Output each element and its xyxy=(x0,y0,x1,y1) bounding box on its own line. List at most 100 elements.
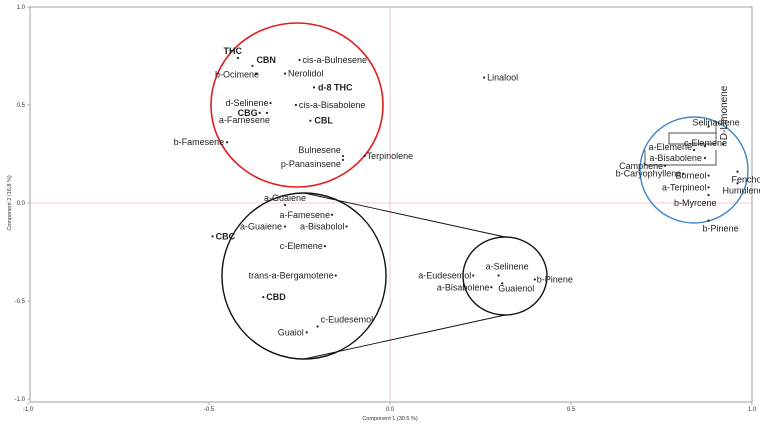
main-point xyxy=(721,143,725,146)
main-point xyxy=(703,145,707,148)
zoom-connector-top xyxy=(303,192,506,238)
main-point xyxy=(341,154,345,158)
zoom-connector-bottom xyxy=(303,314,506,360)
main-label: CBN xyxy=(256,55,276,65)
zoom-right-label: a-Bisabolene xyxy=(437,282,490,292)
main-point xyxy=(269,101,272,105)
y-tick-label: 0.5 xyxy=(17,103,26,109)
zoom-left-label: a-Guaiene xyxy=(264,193,306,203)
main-label: Terpinolene xyxy=(367,151,414,161)
main-point xyxy=(682,172,685,175)
zoom-right-point xyxy=(497,274,500,277)
main-label: b-Famesene xyxy=(174,137,225,147)
zoom-left-point xyxy=(323,245,326,248)
main-point xyxy=(211,235,214,238)
right-zoom-circle xyxy=(462,236,548,316)
main-point xyxy=(312,86,316,89)
plot-frame xyxy=(29,6,753,403)
main-label: cis-a-Bulnesene xyxy=(303,55,368,65)
zoom-left-label: a-Bisabolol xyxy=(300,222,345,232)
main-label: Humulene xyxy=(723,185,760,195)
main-point xyxy=(309,119,312,122)
zoom-right-label: a-Eudesemol xyxy=(418,271,471,281)
zoom-left-point xyxy=(345,225,348,228)
main-label: Fenchol xyxy=(732,175,760,185)
main-label: Bulnesene xyxy=(298,145,341,155)
main-point xyxy=(298,58,301,62)
main-label: CBG xyxy=(238,108,258,118)
main-point xyxy=(341,158,345,161)
y-tick-label: -0.5 xyxy=(15,299,26,305)
zoom-right-point xyxy=(533,278,536,281)
zoom-right-label: a-Selinene xyxy=(486,262,529,272)
main-label: a-Guaiene xyxy=(240,222,282,232)
blue-bracket-1 xyxy=(668,121,717,145)
x-tick-label: 1.0 xyxy=(748,407,757,413)
zoom-left-label: c-Eudesemol xyxy=(321,314,374,324)
main-label: a-Terpineol xyxy=(662,182,707,192)
zoom-right-point xyxy=(501,282,504,285)
main-label: a-Elemene xyxy=(649,142,693,152)
main-point xyxy=(707,219,710,222)
zoom-right-label: b-Pinene xyxy=(537,274,573,284)
main-point xyxy=(483,76,486,79)
main-point xyxy=(703,156,707,160)
zoom-left-point xyxy=(316,325,319,328)
x-tick-label: -0.5 xyxy=(204,407,215,413)
main-label: CBL xyxy=(314,116,333,126)
main-label: b-Pinene xyxy=(703,224,739,234)
main-point xyxy=(283,225,287,228)
main-label: b-Caryophyllene xyxy=(616,169,682,179)
zoom-left-point xyxy=(305,331,308,334)
red-group-circle xyxy=(210,22,384,188)
main-label: Linalool xyxy=(487,73,518,83)
main-point xyxy=(265,111,269,114)
main-label: b-Ocimene xyxy=(215,70,259,80)
main-label: Nerolidol xyxy=(288,69,324,79)
main-point xyxy=(294,103,297,107)
zoom-left-point xyxy=(334,274,337,277)
main-point xyxy=(707,125,710,128)
main-label: Borneol xyxy=(676,171,707,181)
zoom-right-label: Guaienol xyxy=(498,283,534,293)
main-point xyxy=(736,170,739,173)
main-point xyxy=(363,154,366,158)
main-label: THC xyxy=(223,46,242,56)
zoom-left-point xyxy=(262,295,265,299)
zoom-right-point xyxy=(490,286,493,289)
main-point xyxy=(258,111,261,114)
main-label: D-Limonene xyxy=(719,85,730,140)
zoom-left-label: Guaiol xyxy=(278,327,304,337)
main-label: p-Panasinsene xyxy=(281,159,341,169)
zoom-left-label: CBD xyxy=(266,292,286,302)
zoom-left-label: trans-a-Bergamotene xyxy=(249,271,334,281)
main-point xyxy=(664,164,667,167)
main-point xyxy=(707,186,710,189)
main-point xyxy=(226,141,229,144)
main-point xyxy=(736,182,739,185)
blue-bracket-2 xyxy=(644,150,717,166)
x-tick-label: -1.0 xyxy=(23,407,34,413)
main-point xyxy=(692,148,696,152)
main-point xyxy=(707,174,710,177)
zoom-left-label: a-Famesene xyxy=(280,210,331,220)
main-label: a-Farnesene xyxy=(219,115,270,125)
main-label: d-Selinene xyxy=(226,98,269,108)
x-tick-label: 0.5 xyxy=(567,407,576,413)
main-point xyxy=(283,72,287,75)
main-point xyxy=(707,194,710,197)
main-label: c-Elemene xyxy=(684,138,727,148)
zoom-left-point xyxy=(283,203,287,207)
y-axis-label: Component 2 (16.8 %) xyxy=(7,175,13,231)
main-point xyxy=(251,64,254,67)
y-tick-label: -1.0 xyxy=(15,397,26,403)
y-tick-label: 1.0 xyxy=(17,5,26,11)
main-point xyxy=(236,56,240,60)
main-label: Selinadiene xyxy=(693,118,740,128)
x-tick-label: 0.0 xyxy=(386,407,395,413)
x-axis-label: Component 1 (30.5 %) xyxy=(362,416,418,422)
zoom-right-point xyxy=(472,274,475,277)
main-label: d-8 THC xyxy=(318,82,353,92)
zoom-left-label: c-Elemene xyxy=(280,241,323,251)
